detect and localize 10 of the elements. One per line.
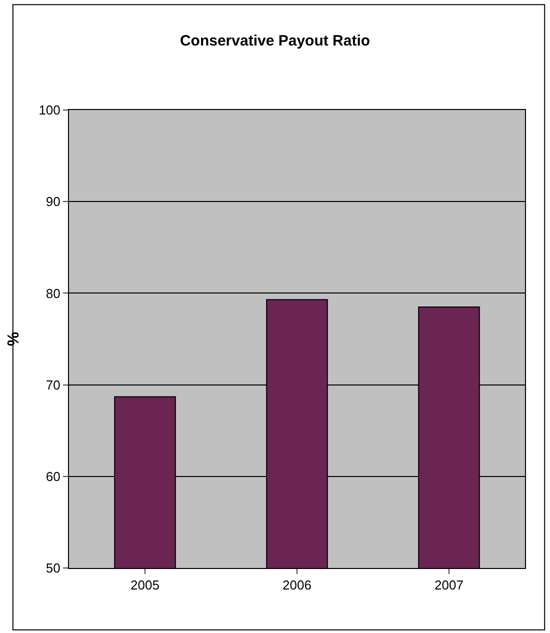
y-tick-label: 90 [46,194,60,210]
y-tick-label: 60 [46,468,60,484]
x-tick-label: 2006 [282,578,312,593]
y-tick-label: 50 [46,560,60,576]
chart-title: Conservative Payout Ratio [180,32,370,50]
x-tick-label: 2007 [434,578,464,593]
x-tick-label: 2005 [130,578,160,593]
y-tick-label: 80 [46,286,60,301]
y-tick-label: 70 [46,377,60,392]
y-tick-label: 100 [38,102,60,118]
